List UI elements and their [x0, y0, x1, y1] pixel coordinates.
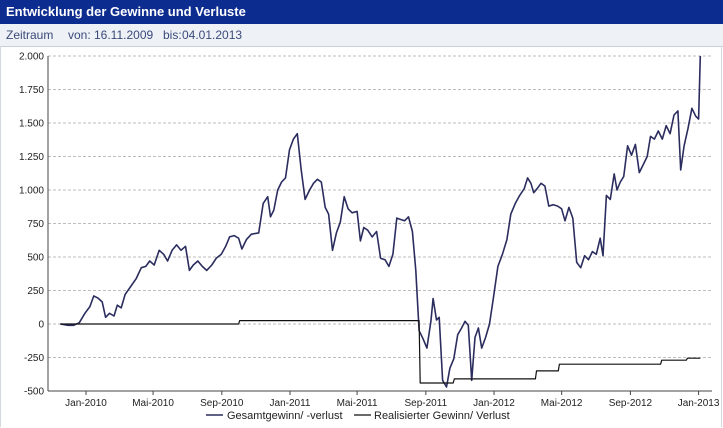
x-tick-label: Jan-2012 [473, 398, 515, 409]
y-tick-label: 500 [27, 253, 44, 264]
from-date: 16.11.2009 [94, 28, 154, 42]
y-tick-label: 250 [27, 286, 44, 297]
period-label: Zeitraum [6, 28, 54, 42]
chart-panel-title: Entwicklung der Gewinne und Verluste [6, 4, 246, 19]
to-date: 04.01.2013 [182, 28, 243, 42]
x-tick-label: Jan-2011 [270, 398, 311, 409]
chart-panel: 2.000 1.750 1.500 1.250 1.000 750 500 250 0 -250 -… [0, 46, 722, 427]
from-label: von: [68, 28, 91, 42]
x-tick-label: Jan-2010 [65, 398, 107, 409]
x-tick-label: Mai-2012 [541, 398, 583, 409]
date-range-bar: Zeitraum von: 16.11.2009 bis: 04.01.2013 [0, 24, 723, 47]
y-tick-label: 0 [38, 320, 44, 331]
y-tick-label: 1.250 [19, 152, 44, 163]
x-tick-label: Sep-2011 [405, 398, 448, 409]
y-tick-label: 1.750 [19, 85, 44, 96]
x-tick-label: Sep-2010 [200, 398, 244, 409]
y-tick-label: 1.500 [19, 119, 44, 130]
legend-label-total: Gesamtgewinn/ -verlust [227, 410, 343, 422]
series-line-realized [60, 320, 701, 384]
to-label: bis: [163, 28, 182, 42]
y-tick-label: 2.000 [19, 52, 44, 63]
y-tick-label: -500 [24, 387, 44, 398]
x-tick-label: Mai-2011 [337, 398, 378, 409]
line-chart: 2.000 1.750 1.500 1.250 1.000 750 500 250 0 -250 -… [19, 52, 720, 423]
x-tick-label: Sep-2012 [609, 398, 653, 409]
y-tick-label: 1.000 [19, 186, 44, 197]
series-line-total [60, 55, 702, 388]
y-tick-label: -250 [24, 353, 44, 364]
header-bar: Entwicklung der Gewinne und Verluste [0, 0, 723, 25]
x-tick-label: Jan-2013 [678, 398, 720, 409]
x-tick-label: Mai-2010 [132, 398, 174, 409]
legend-label-realized: Realisierter Gewinn/ Verlust [374, 410, 510, 422]
y-tick-label: 750 [27, 219, 44, 230]
